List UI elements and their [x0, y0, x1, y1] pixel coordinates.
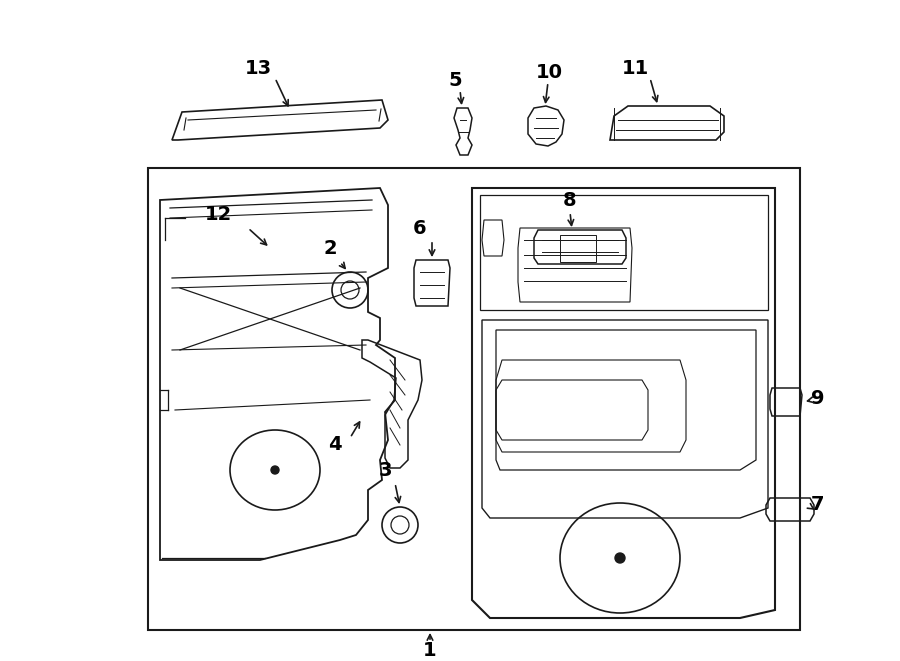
Circle shape	[271, 466, 279, 474]
Text: 8: 8	[563, 190, 577, 210]
Text: 10: 10	[536, 63, 562, 81]
Text: 6: 6	[413, 219, 427, 237]
Text: 2: 2	[323, 239, 337, 258]
Text: 13: 13	[245, 59, 272, 77]
Text: 12: 12	[204, 206, 231, 225]
Circle shape	[615, 553, 625, 563]
Text: 9: 9	[811, 389, 824, 407]
Text: 3: 3	[378, 461, 392, 479]
Text: 1: 1	[423, 641, 436, 660]
Text: 7: 7	[811, 496, 824, 514]
Text: 5: 5	[448, 71, 462, 89]
Text: 4: 4	[328, 436, 342, 455]
Text: 11: 11	[621, 59, 649, 77]
